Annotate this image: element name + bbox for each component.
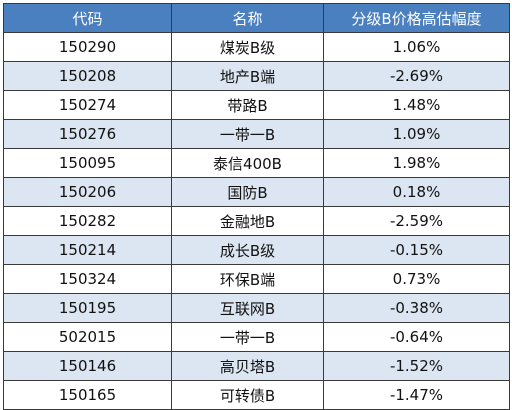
cell-name: 高贝塔B: [171, 351, 324, 381]
table-row: 150276 一带一B 1.09%: [3, 119, 510, 149]
cell-name: 一带一B: [171, 119, 324, 149]
cell-premium: 1.48%: [323, 90, 510, 120]
table-body: 150290 煤炭B级 1.06% 150208 地产B端 -2.69% 150…: [3, 32, 510, 410]
header-row: 代码 名称 分级B价格高估幅度: [3, 3, 510, 33]
table-header: 代码 名称 分级B价格高估幅度: [3, 3, 510, 33]
cell-name: 金融地B: [171, 206, 324, 236]
cell-name: 环保B端: [171, 264, 324, 294]
cell-premium: 1.09%: [323, 119, 510, 149]
cell-code: 150165: [3, 380, 172, 410]
cell-code: 150282: [3, 206, 172, 236]
table-row: 502015 一带一B -0.64%: [3, 322, 510, 352]
cell-code: 150195: [3, 293, 172, 323]
cell-code: 150274: [3, 90, 172, 120]
table-row: 150274 带路B 1.48%: [3, 90, 510, 120]
cell-premium: -2.59%: [323, 206, 510, 236]
cell-code: 150146: [3, 351, 172, 381]
table-row: 150165 可转债B -1.47%: [3, 380, 510, 410]
cell-premium: -1.52%: [323, 351, 510, 381]
cell-premium: -2.69%: [323, 61, 510, 91]
table-row: 150324 环保B端 0.73%: [3, 264, 510, 294]
table-row: 150290 煤炭B级 1.06%: [3, 32, 510, 62]
cell-premium: -1.47%: [323, 380, 510, 410]
cell-name: 地产B端: [171, 61, 324, 91]
cell-code: 502015: [3, 322, 172, 352]
header-code: 代码: [3, 3, 172, 33]
cell-name: 成长B级: [171, 235, 324, 265]
cell-code: 150095: [3, 148, 172, 178]
cell-code: 150206: [3, 177, 172, 207]
cell-code: 150324: [3, 264, 172, 294]
cell-code: 150276: [3, 119, 172, 149]
cell-code: 150208: [3, 61, 172, 91]
header-premium: 分级B价格高估幅度: [323, 3, 510, 33]
cell-name: 带路B: [171, 90, 324, 120]
cell-name: 煤炭B级: [171, 32, 324, 62]
table-row: 150282 金融地B -2.59%: [3, 206, 510, 236]
cell-name: 一带一B: [171, 322, 324, 352]
fund-premium-table: 代码 名称 分级B价格高估幅度 150290 煤炭B级 1.06% 150208…: [3, 3, 510, 410]
cell-premium: -0.15%: [323, 235, 510, 265]
cell-name: 可转债B: [171, 380, 324, 410]
table-row: 150214 成长B级 -0.15%: [3, 235, 510, 265]
cell-premium: 1.06%: [323, 32, 510, 62]
cell-name: 泰信400B: [171, 148, 324, 178]
cell-premium: 0.73%: [323, 264, 510, 294]
cell-premium: 1.98%: [323, 148, 510, 178]
cell-code: 150290: [3, 32, 172, 62]
cell-premium: -0.64%: [323, 322, 510, 352]
cell-code: 150214: [3, 235, 172, 265]
table-row: 150208 地产B端 -2.69%: [3, 61, 510, 91]
cell-premium: -0.38%: [323, 293, 510, 323]
table-row: 150195 互联网B -0.38%: [3, 293, 510, 323]
table-row: 150206 国防B 0.18%: [3, 177, 510, 207]
cell-premium: 0.18%: [323, 177, 510, 207]
cell-name: 互联网B: [171, 293, 324, 323]
table-row: 150095 泰信400B 1.98%: [3, 148, 510, 178]
cell-name: 国防B: [171, 177, 324, 207]
table-row: 150146 高贝塔B -1.52%: [3, 351, 510, 381]
header-name: 名称: [171, 3, 324, 33]
